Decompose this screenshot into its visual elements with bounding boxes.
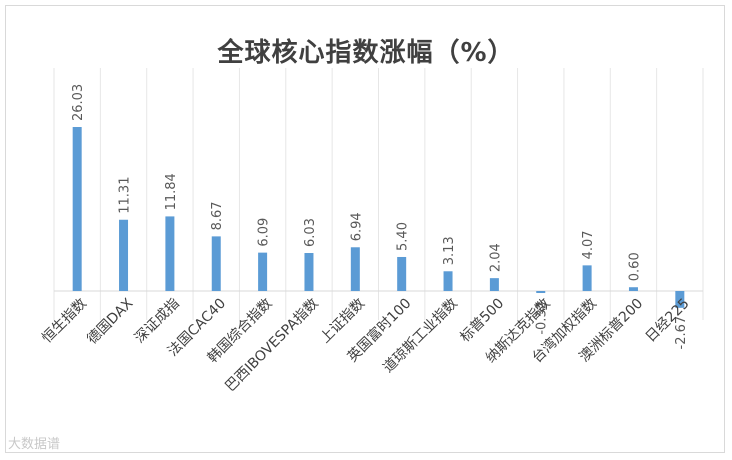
value-label: -2.67 — [674, 316, 689, 350]
category-label: 巴西IBOVESPA指数 — [222, 296, 321, 395]
value-label: 2.04 — [488, 243, 503, 272]
bar — [258, 252, 268, 291]
bar — [72, 127, 82, 291]
bar — [397, 256, 407, 291]
value-label: 4.07 — [581, 230, 596, 259]
category-label: 德国DAX — [84, 295, 136, 347]
value-label: 8.67 — [210, 201, 225, 230]
watermark-logo: 大数据谱 — [8, 437, 61, 452]
value-label: 11.31 — [118, 177, 133, 214]
category-label: 恒生指数 — [39, 296, 90, 347]
value-label: 11.84 — [164, 173, 179, 210]
value-label: 6.03 — [303, 218, 318, 247]
value-label: 6.09 — [257, 218, 272, 247]
bar — [119, 219, 129, 291]
bar — [443, 271, 453, 291]
bar — [582, 265, 592, 291]
value-label: 3.13 — [442, 236, 457, 265]
value-label: 5.40 — [396, 222, 411, 251]
bar — [165, 216, 175, 291]
bar — [211, 236, 221, 291]
value-label: 26.03 — [71, 84, 86, 121]
value-label: 0.60 — [627, 252, 642, 281]
bar — [489, 278, 499, 291]
bar — [304, 253, 314, 291]
bar — [350, 247, 360, 291]
bar — [675, 291, 685, 308]
bar — [536, 291, 546, 294]
chart-title: 全球核心指数涨幅（%） — [217, 38, 515, 68]
value-label: -0.32 — [535, 301, 550, 335]
bar — [628, 287, 638, 291]
value-label: 6.94 — [349, 212, 364, 241]
